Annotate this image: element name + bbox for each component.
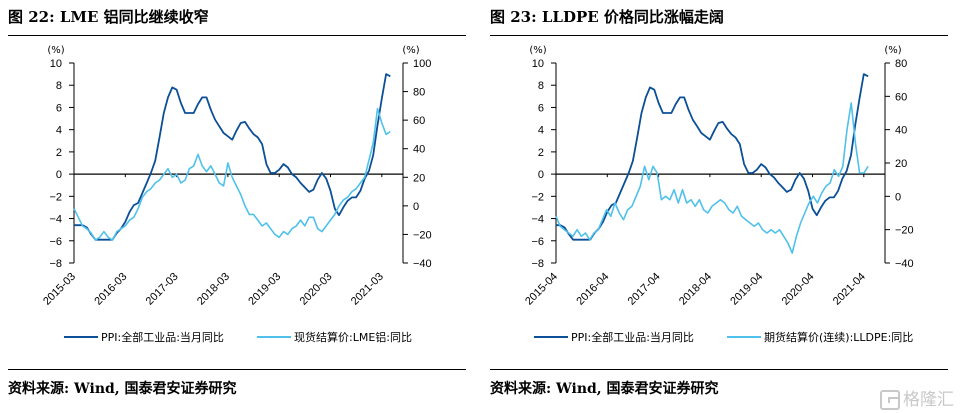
right-y-tick-label: 20: [895, 158, 907, 170]
left-y-tick-label: 6: [56, 102, 62, 114]
right-y-unit-label: (%): [402, 45, 419, 56]
left-y-tick-label: 10: [50, 58, 62, 70]
x-tick-label: 2017-04: [626, 271, 663, 308]
gelonghui-logo-icon: [880, 390, 900, 410]
legend-label: 现货结算价:LME铝:同比: [294, 330, 412, 344]
x-tick-label: 2019-04: [728, 271, 765, 308]
left-y-tick-label: −4: [49, 214, 62, 226]
right-y-tick-label: −20: [413, 229, 432, 241]
x-tick-label: 2015-03: [41, 271, 78, 308]
legend-label: PPI:全部工业品:当月同比: [571, 330, 694, 344]
chart-panel-lme-aluminum: 图 22: LME 铝同比继续收窄 10 8 6 4 2 0 −2 −4 −6 −8 (%) 100 8…: [8, 0, 478, 413]
lldpe-chart: 1086420−2−4−6−8(%)806040200−20−40(%)2015…: [523, 45, 914, 344]
ppi-series-line: [556, 73, 869, 241]
legend-label: 期货结算价(连续):LLDPE:同比: [764, 330, 913, 344]
left-y-tick-label: 6: [538, 102, 544, 114]
right-y-tick-label: 40: [895, 125, 907, 137]
title-divider: [490, 35, 948, 36]
figure-title: 图 22: LME 铝同比继续收窄: [8, 8, 209, 26]
right-y-tick-label: 0: [895, 191, 901, 203]
source-divider: [8, 369, 466, 370]
left-y-tick-label: 4: [56, 125, 62, 137]
lme-aluminum-chart: 1086420−2−4−6−8(%)100806040200−20−40(%)2…: [41, 45, 432, 344]
left-y-tick-label: 2: [538, 147, 544, 159]
right-y-unit-label: (%): [884, 45, 901, 56]
left-y-tick-label: 0: [56, 169, 62, 181]
right-y-tick-label: 40: [413, 144, 425, 156]
x-tick-label: 2018-03: [195, 271, 232, 308]
x-tick-label: 2020-04: [780, 271, 817, 308]
source-note: 资料来源: Wind, 国泰君安证券研究: [490, 381, 719, 397]
lldpe-series-line: [555, 102, 869, 254]
x-tick-label: 2019-03: [246, 271, 283, 308]
left-y-tick-label: −2: [49, 191, 62, 203]
left-y-tick-label: 0: [538, 169, 544, 181]
title-divider: [8, 35, 466, 36]
right-y-tick-label: 80: [895, 58, 907, 70]
left-y-tick-label: 4: [538, 125, 544, 137]
right-y-tick-label: 60: [413, 115, 425, 127]
left-y-tick-label: 8: [56, 80, 62, 92]
x-tick-label: 2021-03: [349, 271, 386, 308]
right-y-tick-label: −40: [895, 258, 914, 270]
left-y-tick-label: 10: [532, 58, 544, 70]
source-note: 资料来源: Wind, 国泰君安证券研究: [8, 381, 237, 397]
left-y-tick-label: −8: [49, 258, 62, 270]
x-tick-label: 2021-04: [831, 271, 868, 308]
watermark-text: 格隆汇: [903, 390, 954, 410]
chart-panel-lldpe: 图 23: LLDPE 价格同比涨幅走阔 10 8 6 4 2 0 −2 −4 −6 −8 (%) 8…: [490, 0, 960, 413]
left-y-tick-label: −2: [531, 191, 544, 203]
watermark-logo: 格隆汇: [880, 385, 954, 410]
right-y-tick-label: 100: [413, 58, 431, 70]
right-y-tick-label: −20: [895, 225, 914, 237]
right-y-tick-label: 60: [895, 91, 907, 103]
right-y-tick-label: 0: [413, 201, 419, 213]
x-tick-label: 2016-04: [574, 271, 611, 308]
left-y-tick-label: 2: [56, 147, 62, 159]
lme-aluminum-series-line: [73, 107, 391, 241]
x-tick-label: 2020-03: [298, 271, 335, 308]
left-y-tick-label: −8: [531, 258, 544, 270]
left-y-tick-label: 8: [538, 80, 544, 92]
x-tick-label: 2017-03: [144, 271, 181, 308]
x-tick-label: 2016-03: [92, 271, 129, 308]
left-y-tick-label: −6: [531, 236, 544, 248]
right-y-tick-label: 80: [413, 87, 425, 99]
legend-label: PPI:全部工业品:当月同比: [101, 330, 224, 344]
x-tick-label: 2015-04: [523, 271, 560, 308]
source-divider: [490, 369, 948, 370]
right-y-tick-label: −40: [413, 258, 432, 270]
x-tick-label: 2018-04: [677, 271, 714, 308]
left-y-tick-label: −6: [49, 236, 62, 248]
figure-title: 图 23: LLDPE 价格同比涨幅走阔: [490, 8, 724, 26]
right-y-tick-label: 20: [413, 172, 425, 184]
left-y-unit-label: (%): [47, 45, 64, 56]
left-y-tick-label: −4: [531, 214, 544, 226]
ppi-series-line: [74, 73, 391, 241]
left-y-unit-label: (%): [529, 45, 546, 56]
